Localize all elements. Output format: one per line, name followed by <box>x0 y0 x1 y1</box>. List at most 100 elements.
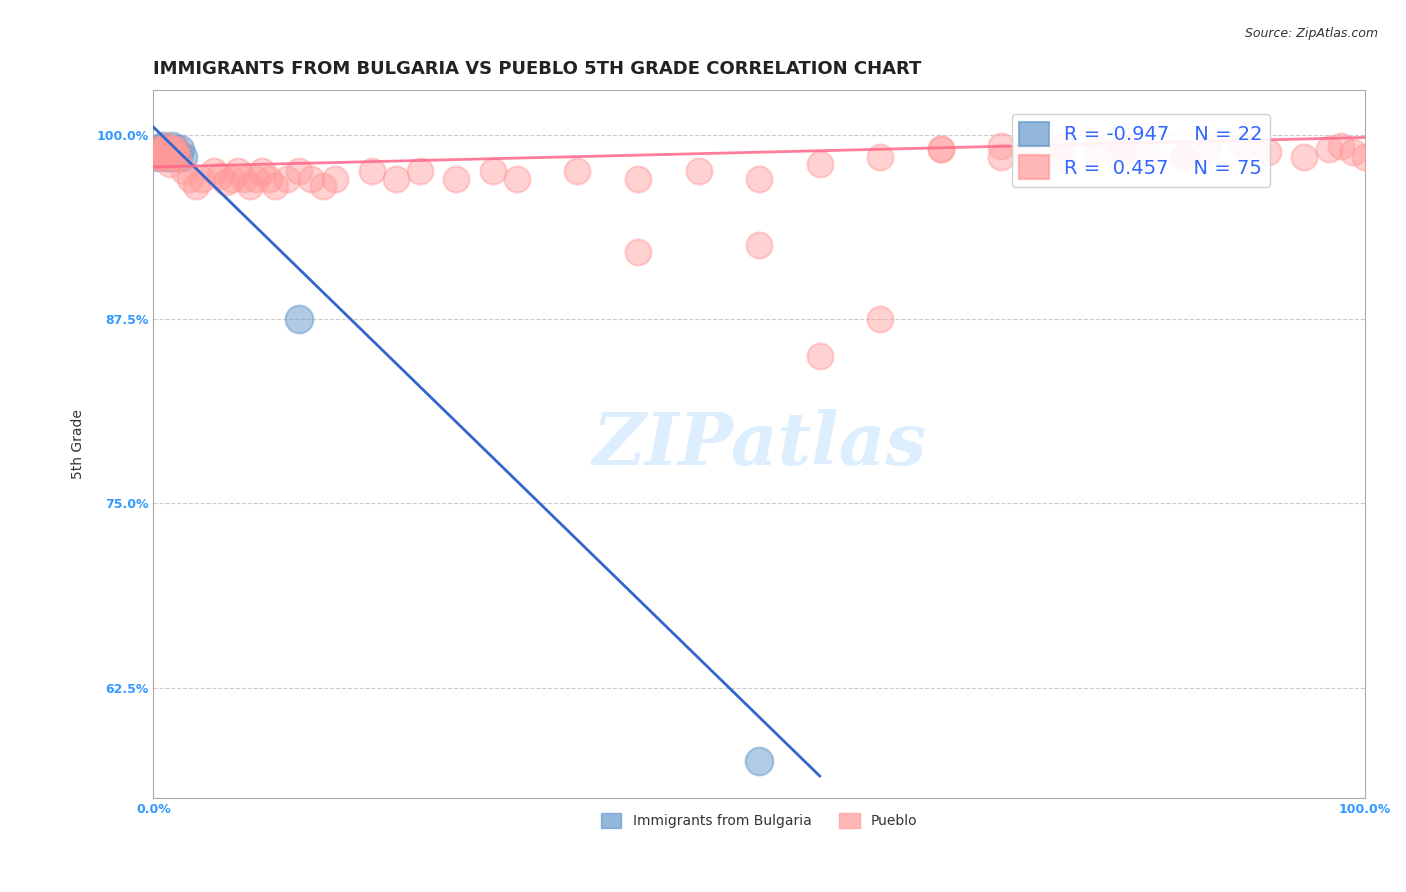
Point <box>360 164 382 178</box>
Point <box>276 171 298 186</box>
Point <box>748 171 770 186</box>
Point <box>288 164 311 178</box>
Point <box>149 145 172 160</box>
Point <box>159 157 181 171</box>
Point <box>263 179 285 194</box>
Point <box>173 164 195 178</box>
Point <box>929 142 952 156</box>
Point <box>1050 139 1073 153</box>
Point <box>1087 142 1109 156</box>
Point <box>869 150 891 164</box>
Point <box>869 311 891 326</box>
Point <box>166 145 188 160</box>
Point <box>153 145 176 160</box>
Point <box>179 171 201 186</box>
Point <box>1050 150 1073 164</box>
Point <box>1257 145 1279 160</box>
Point <box>1111 145 1133 160</box>
Point <box>156 145 179 160</box>
Point <box>808 349 831 363</box>
Point <box>149 150 172 164</box>
Point <box>148 150 170 164</box>
Point <box>384 171 406 186</box>
Point <box>146 150 169 164</box>
Point <box>1173 150 1195 164</box>
Point <box>215 175 238 189</box>
Point <box>1341 145 1364 160</box>
Point <box>1330 139 1353 153</box>
Text: IMMIGRANTS FROM BULGARIA VS PUEBLO 5TH GRADE CORRELATION CHART: IMMIGRANTS FROM BULGARIA VS PUEBLO 5TH G… <box>153 60 922 78</box>
Point <box>159 142 181 156</box>
Point <box>166 142 188 156</box>
Legend: Immigrants from Bulgaria, Pueblo: Immigrants from Bulgaria, Pueblo <box>595 808 924 834</box>
Point <box>226 164 249 178</box>
Point <box>1294 150 1316 164</box>
Point <box>172 150 194 164</box>
Point <box>233 171 256 186</box>
Text: Source: ZipAtlas.com: Source: ZipAtlas.com <box>1244 27 1378 40</box>
Point <box>165 142 187 156</box>
Point <box>990 139 1012 153</box>
Point <box>627 245 650 260</box>
Point <box>202 164 225 178</box>
Point <box>166 150 188 164</box>
Point <box>245 171 267 186</box>
Point <box>163 150 186 164</box>
Point <box>481 164 503 178</box>
Point <box>446 171 468 186</box>
Point <box>150 142 173 156</box>
Point <box>239 179 262 194</box>
Point <box>1197 142 1219 156</box>
Point <box>1111 139 1133 153</box>
Point <box>1015 145 1038 160</box>
Point <box>165 150 187 164</box>
Point <box>184 179 207 194</box>
Point <box>160 150 183 164</box>
Point <box>162 145 184 160</box>
Point <box>162 142 184 156</box>
Point <box>312 179 335 194</box>
Point <box>1173 150 1195 164</box>
Point <box>409 164 432 178</box>
Point <box>808 157 831 171</box>
Point <box>152 145 174 160</box>
Point <box>155 142 177 156</box>
Point <box>221 171 243 186</box>
Point <box>748 238 770 252</box>
Point <box>688 164 710 178</box>
Point <box>148 142 170 156</box>
Point <box>157 150 180 164</box>
Point <box>150 142 173 156</box>
Point <box>163 145 186 160</box>
Text: ZIPatlas: ZIPatlas <box>592 409 927 480</box>
Point <box>156 142 179 156</box>
Point <box>990 150 1012 164</box>
Point <box>152 139 174 153</box>
Point <box>146 142 169 156</box>
Point <box>627 171 650 186</box>
Point <box>166 150 188 164</box>
Point <box>148 145 170 160</box>
Point <box>257 171 280 186</box>
Point <box>1354 150 1376 164</box>
Point <box>153 150 176 164</box>
Point <box>288 311 311 326</box>
Point <box>156 139 179 153</box>
Point <box>323 171 346 186</box>
Point <box>1317 142 1340 156</box>
Point <box>157 142 180 156</box>
Point <box>1136 145 1159 160</box>
Point <box>748 754 770 768</box>
Point <box>160 139 183 153</box>
Point <box>252 164 274 178</box>
Y-axis label: 5th Grade: 5th Grade <box>72 409 86 479</box>
Point <box>156 150 179 164</box>
Point <box>929 142 952 156</box>
Point <box>567 164 589 178</box>
Point <box>169 142 191 156</box>
Point <box>299 171 322 186</box>
Point <box>191 171 214 186</box>
Point <box>506 171 529 186</box>
Point <box>1233 139 1256 153</box>
Point <box>209 169 232 183</box>
